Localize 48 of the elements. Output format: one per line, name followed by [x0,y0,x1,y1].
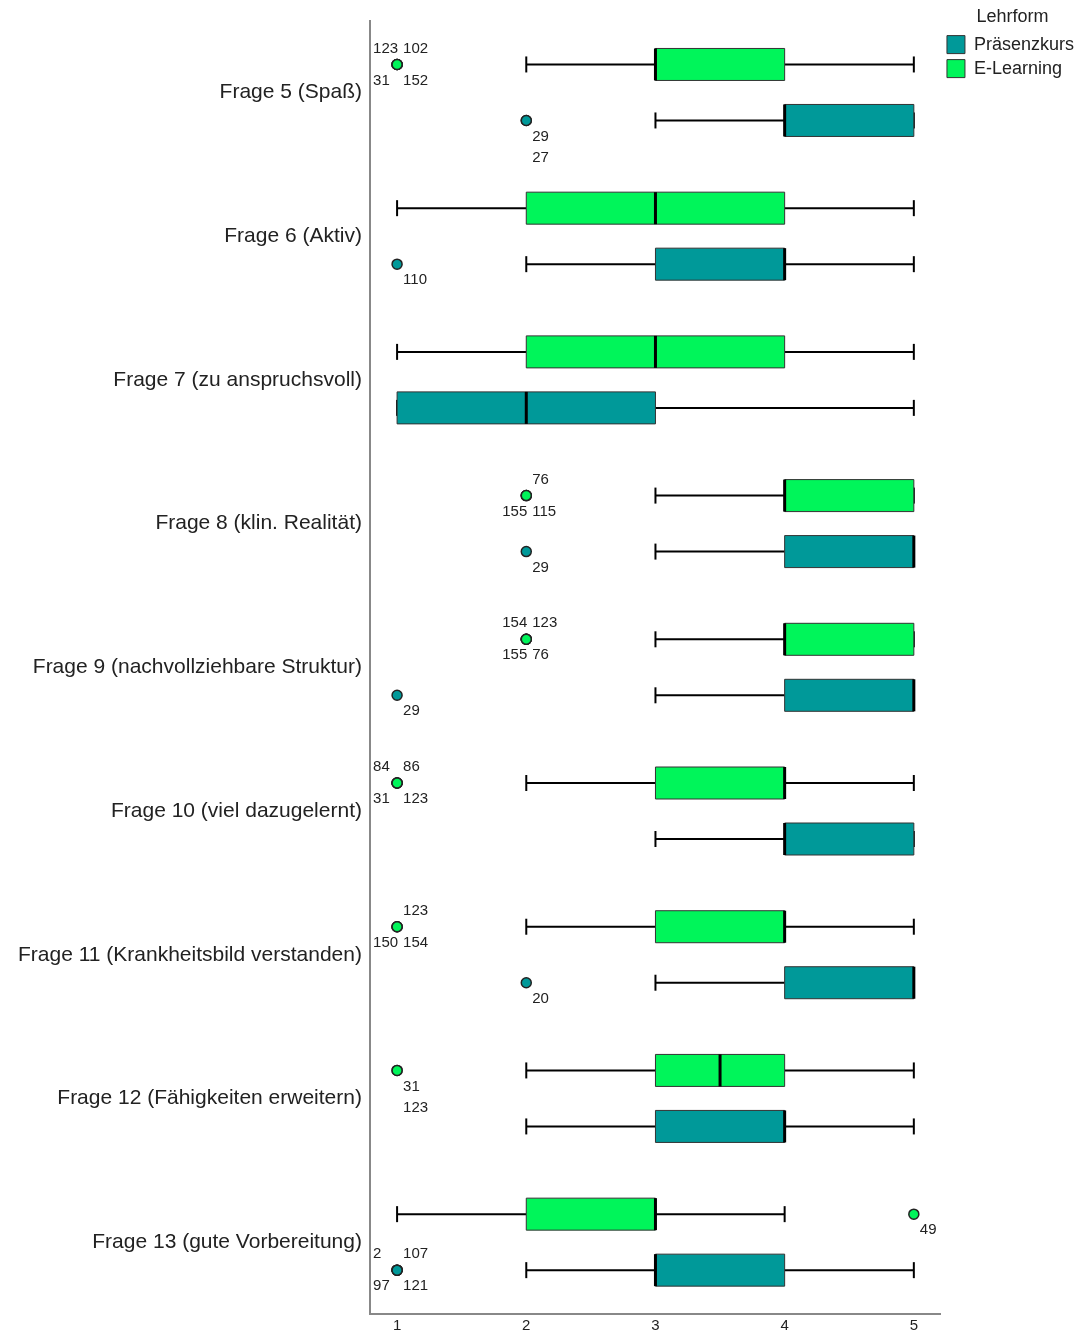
y-tick-label: Frage 12 (Fähigkeiten erweitern) [57,1085,362,1109]
legend-label: E-Learning [973,57,1063,78]
annotation: 123 [403,789,429,807]
annotation: 123 [532,613,558,631]
annotation: 31 [373,70,390,88]
y-tick-label: Frage 11 (Krankheitsbild verstanden) [17,941,362,965]
annotation: 84 [373,757,390,775]
y-tick-label: Frage 6 (Aktiv) [224,222,362,246]
y-tick-label: Frage 8 (klin. Realität) [155,510,362,534]
legend-label: Präsenzkurs [973,33,1075,54]
x-tick-label: 1 [392,1316,402,1334]
annotation: 121 [403,1276,429,1294]
x-tick-label: 3 [651,1316,660,1334]
annotation: 27 [532,147,549,165]
annotation: 110 [403,270,428,288]
legend-title: Lehrform [976,5,1049,26]
annotation: 49 [919,1220,937,1238]
annotation: 123 [373,38,399,56]
annotation: 76 [532,645,549,663]
x-tick-label: 2 [522,1316,531,1334]
annotation: 107 [403,1244,429,1262]
annotation: 86 [403,757,420,775]
annotation: 102 [403,38,429,56]
annotation: 152 [403,70,429,88]
annotation: 155 [502,645,528,663]
y-tick-label: Frage 7 (zu anspruchsvoll) [113,366,362,390]
annotation: 29 [532,557,549,575]
annotation: 123 [403,1097,429,1115]
annotation: 31 [373,789,390,807]
y-tick-label: Frage 5 (Spaß) [219,79,362,103]
y-tick-label: Frage 9 (nachvollziehbare Struktur) [32,654,362,678]
annotation: 115 [532,501,557,519]
annotation: 97 [373,1276,390,1294]
annotation: 150 [373,932,399,950]
x-tick-label: 4 [780,1316,789,1334]
y-tick-label: Frage 13 (gute Vorbereitung) [92,1228,362,1252]
annotation: 123 [403,900,429,918]
annotation: 154 [502,613,528,631]
annotation: 154 [403,932,429,950]
annotation: 20 [532,988,549,1006]
annotation: 31 [403,1076,420,1094]
x-tick-label: 5 [909,1316,919,1334]
y-tick-label: Frage 10 (viel dazugelernt) [110,797,362,821]
annotation: 155 [502,501,528,519]
annotation: 76 [532,469,549,487]
annotation: 29 [403,701,420,719]
annotation: 2 [373,1244,382,1262]
annotation: 29 [532,126,549,144]
